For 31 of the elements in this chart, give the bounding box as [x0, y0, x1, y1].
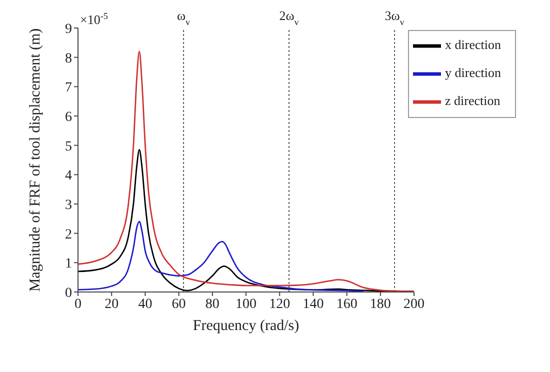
x-tick-label: 140	[302, 296, 324, 312]
y-tick-label: 7	[65, 80, 72, 96]
y-axis-title: Magnitude of FRF of tool displacement (m)	[27, 28, 44, 292]
ref-line-label: ω$_{v}$	[176, 8, 191, 27]
x-axis-title: Frequency (rad/s)	[192, 318, 300, 334]
x-tick-label: 160	[336, 296, 358, 312]
legend-label: z direction	[445, 92, 500, 108]
y-tick-label: 0	[65, 286, 72, 301]
y-tick-label: 2	[65, 227, 72, 242]
x-tick-label: 0	[74, 296, 82, 312]
line-series	[78, 220, 364, 292]
x-tick-label: 180	[370, 296, 391, 312]
x-tick-label: 80	[205, 296, 220, 312]
x-tick-label: 200	[404, 296, 425, 312]
x-tick-label: 40	[138, 296, 152, 312]
x-tick-label: 20	[104, 296, 119, 312]
y-tick-label: 5	[65, 139, 72, 154]
x-tick-label: 60	[172, 296, 186, 312]
ref-line-label: 3ω$_{v}$	[384, 8, 405, 27]
y-tick-label: 4	[65, 168, 72, 184]
legend-label: x direction	[445, 36, 501, 52]
ref-line-label: 2ω$_{v}$	[279, 8, 300, 27]
y-tick-label: 8	[65, 51, 72, 66]
y-tick-label: 6	[65, 110, 72, 125]
legend-label: y direction	[445, 64, 501, 80]
y-tick-label: 1	[65, 256, 72, 272]
x-tick-label: 120	[269, 296, 290, 312]
text: ×10$^{-5}$	[80, 11, 108, 27]
y-tick-label: 9	[65, 22, 72, 37]
x-tick-label: 100	[236, 296, 257, 312]
y-tick-label: 3	[65, 198, 72, 213]
